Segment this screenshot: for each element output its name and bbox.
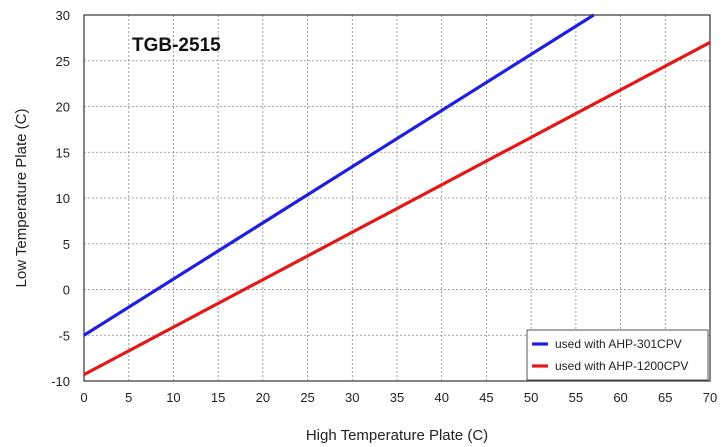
x-tick-label: 30	[345, 390, 359, 405]
y-tick-label: -5	[58, 328, 70, 343]
x-tick-label: 15	[211, 390, 225, 405]
y-tick-labels: -10 -5 0 5 10 15 20 25 30	[51, 8, 70, 389]
y-tick-label: 30	[56, 8, 70, 23]
y-tick-label: -10	[51, 374, 70, 389]
series-lines	[83, 13, 711, 377]
x-tick-label: 40	[434, 390, 448, 405]
legend-label: used with AHP-1200CPV	[555, 359, 688, 373]
x-tick-label: 0	[80, 390, 87, 405]
y-tick-label: 10	[56, 191, 70, 206]
x-tick-label: 65	[658, 390, 672, 405]
x-tick-label: 10	[166, 390, 180, 405]
y-tick-label: 15	[56, 145, 70, 160]
series-line-2	[83, 41, 711, 377]
x-axis-title: High Temperature Plate (C)	[306, 427, 488, 444]
x-tick-labels: 0 5 10 15 20 25 30 35 40 45 50 55 60 65 70	[80, 390, 717, 405]
series-line-1	[83, 13, 595, 337]
x-tick-label: 70	[703, 390, 717, 405]
y-axis-title: Low Temperature Plate (C)	[13, 109, 30, 288]
x-tick-label: 55	[569, 390, 583, 405]
legend: used with AHP-301CPV used with AHP-1200CP…	[526, 329, 709, 381]
x-tick-label: 45	[479, 390, 493, 405]
x-tick-label: 20	[256, 390, 270, 405]
legend-label: used with AHP-301CPV	[555, 337, 682, 351]
y-tick-label: 0	[63, 283, 70, 298]
plot-frame	[83, 14, 711, 382]
y-tick-label: 5	[63, 237, 70, 252]
y-tick-label: 25	[56, 54, 70, 69]
x-tick-label: 35	[390, 390, 404, 405]
legend-box	[526, 329, 709, 381]
x-tick-label: 5	[125, 390, 132, 405]
y-tick-label: 20	[56, 100, 70, 115]
x-tick-label: 60	[613, 390, 627, 405]
x-tick-label: 50	[524, 390, 538, 405]
x-tick-label: 25	[300, 390, 314, 405]
chart-title: TGB-2515	[132, 35, 221, 56]
